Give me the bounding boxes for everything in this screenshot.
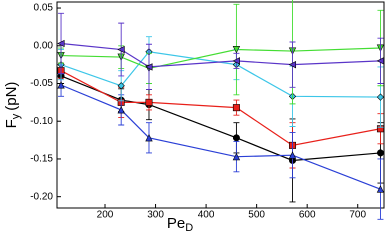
point <box>232 152 241 161</box>
y-axis-label: Fy (pN) <box>3 82 22 129</box>
point <box>376 149 384 157</box>
series-line <box>60 75 381 162</box>
page: PeD Fy (pN) 0.05 0.00 -0.05 -0.10 -0.15 -0.20 2… <box>2 0 385 233</box>
y-label-sub: y <box>10 113 22 119</box>
y-tick-label: -0.05 <box>30 78 53 89</box>
chart: PeD Fy (pN) 0.05 0.00 -0.05 -0.10 -0.15 -0.20 2… <box>3 0 385 233</box>
y-tick-label: -0.10 <box>30 116 53 127</box>
point <box>376 57 384 65</box>
point <box>232 104 240 112</box>
point <box>117 82 125 90</box>
x-tick-label: 500 <box>248 210 265 221</box>
y-tick-label: -0.20 <box>30 191 53 202</box>
point <box>232 134 240 142</box>
point <box>288 60 297 69</box>
y-tick-label: 0.05 <box>34 3 54 14</box>
series-line <box>61 47 381 70</box>
x-tick-label: 600 <box>299 210 316 221</box>
point <box>145 98 153 106</box>
point <box>117 106 125 114</box>
point <box>376 93 385 101</box>
point <box>288 151 297 159</box>
point <box>145 133 153 142</box>
x-tick-label: 200 <box>97 210 114 221</box>
y-tick-label: 0.00 <box>34 40 54 51</box>
x-label-main: Pe <box>167 215 185 232</box>
point <box>145 63 153 71</box>
y-label-unit: (pN) <box>3 82 20 111</box>
point <box>57 39 65 48</box>
point <box>117 45 125 54</box>
x-tick-label: 300 <box>147 210 164 221</box>
x-label-sub: D <box>185 222 193 233</box>
point <box>232 57 240 65</box>
plot-frame <box>56 1 385 209</box>
y-tick-label: -0.15 <box>30 154 53 165</box>
point <box>376 185 385 193</box>
point <box>232 46 241 54</box>
series-line <box>60 42 381 68</box>
x-tick-label: 700 <box>349 210 366 221</box>
x-axis-label: PeD <box>167 215 193 233</box>
x-tick-label: 400 <box>198 210 215 221</box>
y-label-main: F <box>3 119 20 128</box>
point <box>57 81 65 89</box>
series-line <box>60 84 381 190</box>
series-line <box>60 51 381 98</box>
series-line <box>60 70 381 147</box>
